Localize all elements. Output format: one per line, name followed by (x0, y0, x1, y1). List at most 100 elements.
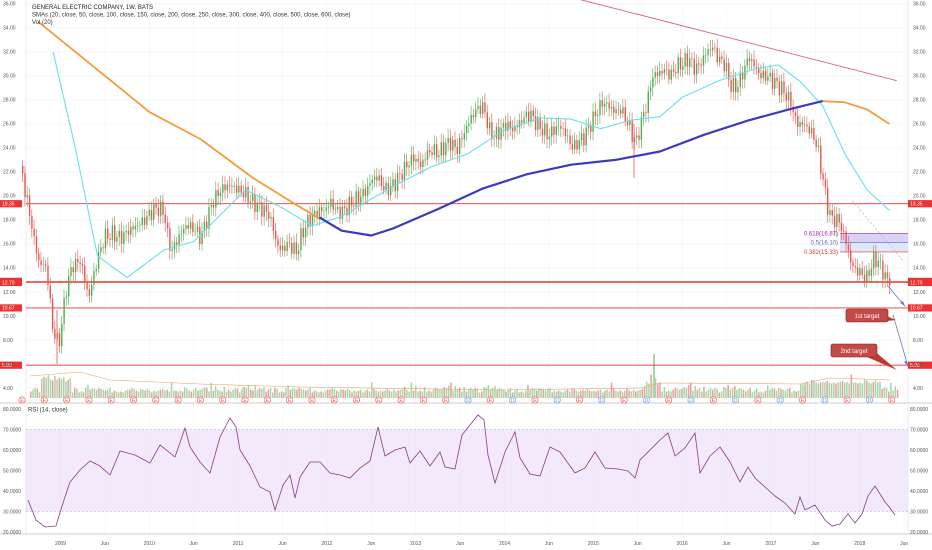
volume-bar (489, 389, 492, 398)
candle-body (686, 53, 689, 67)
candle-body (415, 158, 417, 162)
candle-body (192, 222, 194, 232)
candle-body (28, 195, 31, 216)
volume-bar (811, 379, 813, 398)
earnings-marker (709, 396, 717, 404)
volume-bar (718, 392, 721, 398)
dashed-trendline (852, 200, 905, 263)
candle-body (684, 53, 686, 67)
target-callout-label: 2nd target (840, 349, 867, 355)
volume-bar (74, 387, 76, 398)
candle-body (861, 268, 863, 275)
volume-bar (423, 387, 426, 398)
price-tick-left: 22.00 (3, 170, 16, 176)
volume-bar (487, 385, 490, 398)
volume-bar (527, 385, 529, 398)
candle-body (762, 70, 764, 79)
volume-bar (824, 382, 826, 398)
candle-body (353, 205, 355, 207)
price-tick-right: 32.00 (913, 50, 926, 56)
candle-body (516, 125, 518, 128)
candle-body (291, 243, 293, 254)
volume-bar (241, 388, 243, 398)
candle-body (859, 268, 861, 276)
candle-body (385, 182, 387, 190)
volume-bar (850, 374, 853, 398)
price-tick-left: 36.00 (3, 2, 16, 8)
candle-body (854, 266, 856, 268)
candle-body (35, 236, 38, 254)
candle-body (162, 201, 164, 215)
volume-bar (96, 389, 98, 398)
candle-body (624, 107, 626, 122)
volume-bar (49, 379, 52, 398)
time-tick: 2013 (410, 541, 421, 547)
candle-body (587, 125, 590, 128)
candle-body (284, 245, 286, 252)
volume-bar (802, 384, 804, 398)
candle-body (781, 81, 783, 95)
time-tick: Jun (811, 541, 819, 547)
candle-body (95, 269, 97, 272)
volume-bar (181, 391, 184, 398)
time-tick: 2018 (854, 541, 865, 547)
volume-bar (742, 389, 745, 398)
volume-bar (388, 390, 391, 398)
volume-bar (234, 387, 237, 398)
trendlines (579, 0, 909, 367)
volume-bar (173, 390, 175, 398)
candle-body (426, 150, 429, 160)
volume-bar (883, 387, 886, 398)
earnings-marker-label: E (622, 398, 626, 404)
earnings-marker-label: E (845, 398, 849, 404)
axes: 36.00 36.00 34.00 34.00 32.00 32.00 30.00 30.00… (3, 2, 928, 547)
rsi-tick-left: 70.0000 (3, 427, 21, 433)
target-callout-label: 1st target (854, 314, 879, 320)
candle-body (599, 100, 601, 115)
volume-bar (509, 387, 512, 398)
candle-body (774, 77, 776, 89)
volume-bar (500, 388, 503, 398)
volume-bar (654, 378, 657, 398)
candle-body (256, 202, 258, 212)
volume-bar (511, 392, 514, 398)
volume-bar (670, 391, 672, 398)
candle-body (845, 231, 847, 245)
earnings-marker-label: E (756, 398, 760, 404)
candle-body (804, 124, 806, 126)
volume-bar (632, 389, 635, 398)
volume-bar (397, 390, 399, 398)
earnings-marker (486, 396, 494, 404)
volume-bar (208, 391, 210, 398)
volume-bar (54, 376, 56, 398)
volume-bar (505, 391, 507, 398)
volume-bar (507, 389, 509, 398)
candle-body (61, 323, 63, 347)
candle-body (718, 56, 721, 62)
candle-body (371, 179, 373, 184)
volume-bar (745, 391, 747, 398)
level-tag-right (908, 361, 932, 369)
volume-bar (734, 386, 736, 398)
candle-body (640, 116, 643, 140)
candle-body (705, 55, 707, 56)
candle-body (240, 185, 242, 193)
candle-body (417, 158, 419, 162)
volume-bar (157, 390, 160, 398)
level-tag-text: 19.35 (910, 202, 923, 208)
candle-body (47, 265, 49, 286)
price-tick-right: 28.00 (913, 98, 926, 104)
candle-body (408, 165, 410, 168)
earnings-marker-label: E (266, 398, 270, 404)
volume-bar (674, 387, 677, 398)
volume-bar (879, 381, 881, 398)
candle-body (829, 210, 831, 215)
level-tag-text: 10.67 (910, 306, 923, 312)
volume-bar (784, 390, 787, 398)
volume-bar (311, 392, 314, 398)
price-tick-right: 20.00 (913, 194, 926, 200)
volume-bar (287, 385, 289, 398)
candle-body (468, 123, 470, 126)
candle-body (647, 91, 649, 114)
volume-bars (29, 354, 899, 398)
